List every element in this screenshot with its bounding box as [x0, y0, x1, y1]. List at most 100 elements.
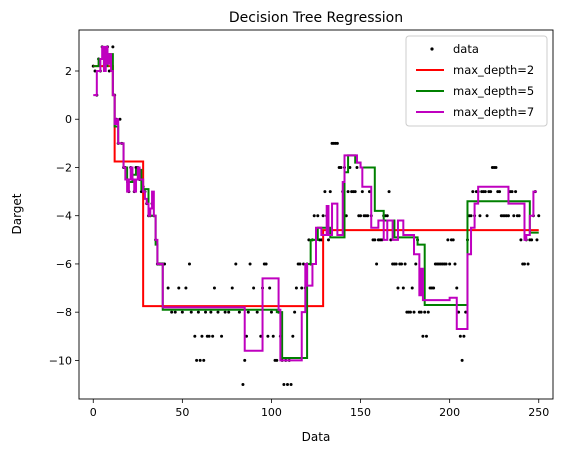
data-point [394, 262, 398, 266]
data-point [184, 286, 188, 290]
data-point [423, 310, 427, 314]
legend: data max_depth=2 max_depth=5 max_depth=7 [405, 35, 548, 127]
data-point [389, 238, 393, 242]
x-tick-label: 50 [175, 406, 189, 419]
data-point [271, 334, 275, 338]
data-point [344, 214, 348, 218]
data-point [312, 214, 316, 218]
plot-frame [78, 29, 554, 400]
y-tick-label: −10 [49, 354, 72, 367]
data-point [173, 310, 177, 314]
data-point [444, 262, 448, 266]
legend-label: max_depth=5 [453, 84, 534, 98]
data-point [293, 310, 297, 314]
data-point [353, 190, 357, 194]
data-point [198, 358, 202, 362]
data-point [163, 262, 167, 266]
data-point [316, 214, 320, 218]
data-point [485, 214, 489, 218]
data-point [448, 262, 452, 266]
data-point [510, 190, 514, 194]
data-point [366, 214, 370, 218]
data-point [512, 214, 516, 218]
plot-area [91, 45, 541, 387]
data-point [248, 262, 252, 266]
data-point [526, 262, 530, 266]
data-point [400, 262, 404, 266]
data-point [266, 334, 270, 338]
data-point [426, 310, 430, 314]
y-tick-label: 2 [65, 65, 72, 78]
x-tick-label: 0 [90, 406, 97, 419]
y-tick-label: −6 [56, 258, 72, 271]
data-point [275, 358, 279, 362]
data-point [359, 214, 363, 218]
data-point [339, 165, 343, 169]
data-point [335, 141, 339, 145]
data-point [455, 286, 459, 290]
data-point [204, 310, 208, 314]
data-point [380, 238, 384, 242]
data-point [245, 334, 248, 338]
data-point [530, 238, 534, 242]
data-point [414, 262, 418, 266]
data-point [328, 190, 332, 194]
legend-label: max_depth=2 [453, 63, 534, 77]
data-point [223, 310, 227, 314]
data-point [93, 69, 97, 73]
data-point [195, 358, 199, 362]
data-point [498, 190, 502, 194]
data-point [464, 310, 468, 314]
data-point [396, 286, 400, 290]
data-point [451, 238, 455, 242]
data-point [200, 334, 204, 338]
data-point [227, 310, 231, 314]
data-point [506, 214, 510, 218]
data-point [241, 383, 245, 387]
data-point [237, 310, 241, 314]
y-tick-label: −2 [56, 161, 72, 174]
legend-label: data [453, 42, 479, 56]
data-point [514, 190, 518, 194]
data-point [259, 334, 263, 338]
data-point [432, 286, 436, 290]
data-point [519, 238, 523, 242]
data-point [202, 358, 206, 362]
data-point [294, 286, 298, 290]
data-point [489, 190, 493, 194]
axes-ticks: 0 50 100 150 200 250 2 0 −2 −4 −6 −8 −10 [49, 65, 549, 419]
data-point [321, 214, 325, 218]
data-point [460, 358, 464, 362]
data-point [319, 238, 323, 242]
data-point [403, 262, 407, 266]
data-point [264, 262, 268, 266]
data-point [412, 310, 416, 314]
data-point [537, 214, 541, 218]
data-point [326, 238, 330, 242]
data-point [246, 310, 250, 314]
data-point [346, 190, 350, 194]
data-point [323, 190, 327, 194]
data-point [385, 214, 389, 218]
data-point [255, 310, 259, 314]
data-point [424, 334, 428, 338]
data-point [170, 310, 174, 314]
data-point [401, 286, 405, 290]
data-point [373, 238, 377, 242]
y-tick-label: −4 [56, 210, 72, 223]
data-point [410, 286, 414, 290]
data-point [307, 238, 311, 242]
data-point [289, 383, 293, 387]
legend-label: max_depth=7 [453, 105, 534, 119]
series-line-max-depth-7 [93, 45, 537, 362]
data-point [387, 190, 391, 194]
x-axis-label: Data [302, 430, 331, 444]
x-tick-label: 200 [439, 406, 460, 419]
y-tick-label: −8 [56, 306, 72, 319]
data-point [216, 310, 220, 314]
legend-frame [405, 35, 548, 127]
x-tick-label: 250 [528, 406, 549, 419]
data-point [282, 383, 286, 387]
data-point [298, 262, 302, 266]
